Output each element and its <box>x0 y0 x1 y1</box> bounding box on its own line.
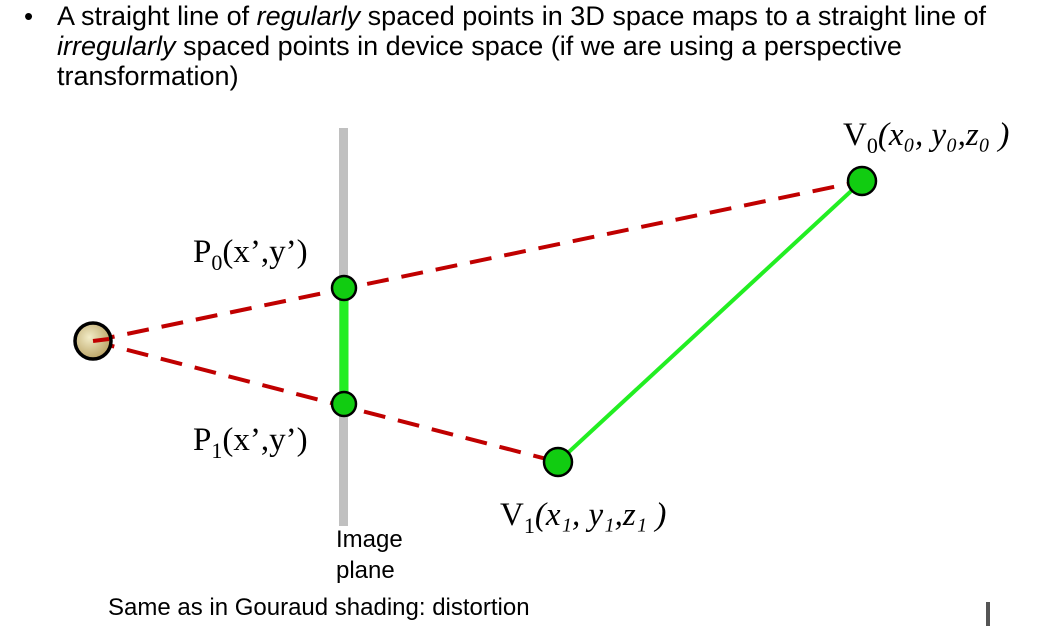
world-segment <box>556 179 864 464</box>
vertex-p1 <box>330 390 358 418</box>
bullet-text-part3: spaced points in device space (if we are… <box>57 31 902 91</box>
bullet-text-part1: A straight line of <box>57 1 257 31</box>
image-plane-label-line1: Image <box>336 526 403 553</box>
label-v0: V0(x₀, y₀,z₀ ) <box>843 117 1009 158</box>
vertex-v1 <box>542 446 574 478</box>
bullet-emphasis-irregularly: irregularly <box>57 31 176 61</box>
bullet-text: A straight line of regularly spaced poin… <box>57 1 1042 91</box>
eye-ray-stub <box>92 337 110 343</box>
projection-ray-v0 <box>92 179 863 343</box>
bullet-text-part2: spaced points in 3D space maps to a stra… <box>360 1 987 31</box>
label-p1: P1(x’,y’) <box>193 422 308 463</box>
vertex-v0 <box>846 165 878 197</box>
vertex-p0 <box>330 274 358 302</box>
text-cursor-icon <box>986 602 990 626</box>
label-p0: P0(x’,y’) <box>193 234 308 275</box>
bullet-marker: • <box>24 1 34 31</box>
label-v1: V1(x₁, y₁,z₁ ) <box>500 497 666 538</box>
image-plane-label-line2: plane <box>336 557 395 584</box>
bullet-emphasis-regularly: regularly <box>256 1 361 31</box>
slide-caption: Same as in Gouraud shading: distortion <box>108 594 530 621</box>
projection-ray-v1 <box>92 339 559 464</box>
image-plane-label: Image plane <box>336 524 403 586</box>
